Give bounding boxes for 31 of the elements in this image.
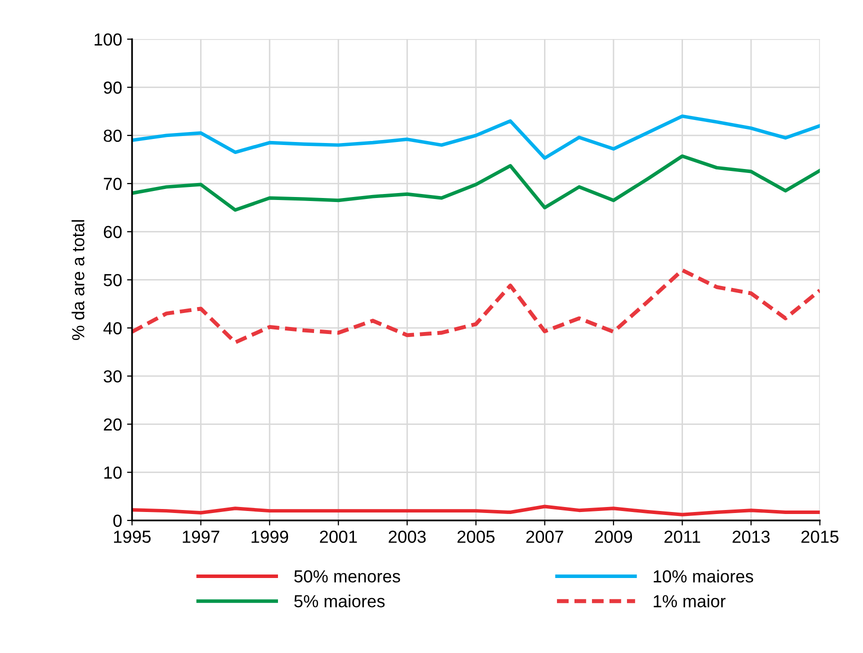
y-tick-label: 10 bbox=[104, 466, 122, 479]
line-series bbox=[132, 154, 820, 212]
y-tick-label: 60 bbox=[104, 226, 122, 238]
x-tick-label: 2005 bbox=[458, 530, 495, 543]
y-tick-label: 0 bbox=[113, 514, 122, 527]
y-axis-title: % da are a total bbox=[72, 220, 84, 340]
y-tick-label: 20 bbox=[104, 418, 122, 431]
line-series bbox=[132, 114, 820, 160]
y-tick-label: 100 bbox=[94, 33, 122, 46]
x-tick-label: 1997 bbox=[182, 530, 220, 543]
x-tick-label: 2003 bbox=[388, 530, 426, 543]
x-tick-label: 2007 bbox=[526, 530, 564, 543]
x-tick-label: 1995 bbox=[114, 530, 151, 543]
x-tick-label: 2013 bbox=[732, 530, 770, 543]
y-tick-label: 40 bbox=[103, 322, 122, 334]
x-tick-label: 2011 bbox=[664, 530, 700, 543]
x-tick-label: 2015 bbox=[801, 530, 838, 543]
y-tick-label: 90 bbox=[104, 81, 122, 94]
x-tick-label: 2009 bbox=[595, 530, 632, 543]
y-tick-label: 80 bbox=[104, 130, 122, 142]
legend-label: 50% menores bbox=[294, 570, 400, 583]
x-tick-label: 1999 bbox=[252, 530, 288, 543]
line-series bbox=[132, 504, 820, 516]
x-tick-label: 2001 bbox=[320, 530, 357, 543]
legend-label: 5% maiores bbox=[294, 594, 385, 608]
legend-label: 1% maior bbox=[654, 594, 726, 608]
y-tick-label: 70 bbox=[104, 178, 122, 190]
legend-label: 10% maiores bbox=[654, 570, 754, 583]
y-tick-label: 50 bbox=[104, 274, 122, 286]
line-series bbox=[132, 268, 820, 344]
y-tick-label: 30 bbox=[104, 370, 122, 383]
